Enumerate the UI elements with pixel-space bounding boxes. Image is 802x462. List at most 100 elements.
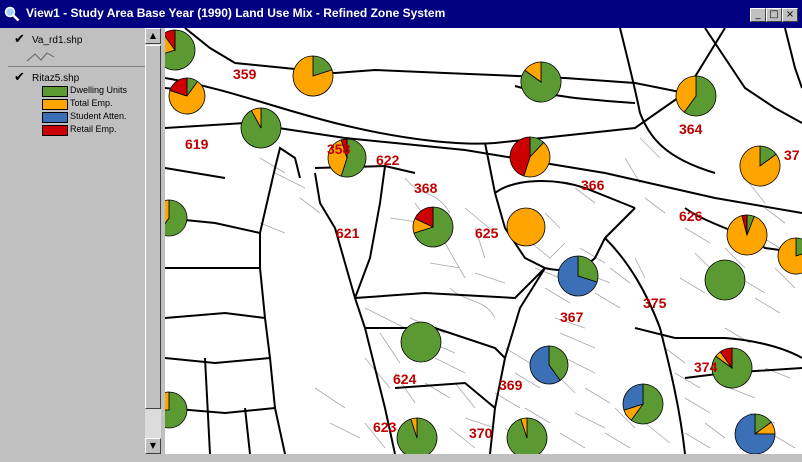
pie-slice — [577, 255, 599, 283]
pie-slice — [557, 255, 598, 297]
pie-slice — [169, 77, 188, 97]
pie-slice — [292, 55, 334, 97]
close-button[interactable]: × — [782, 8, 798, 22]
zone-label: 623 — [373, 419, 397, 435]
pie-slice — [165, 199, 188, 237]
zone-label: 37 — [784, 147, 800, 163]
land-use-pie — [327, 138, 367, 178]
pie-slice — [523, 141, 551, 178]
land-use-pie — [506, 417, 548, 454]
title-bar: View1 - Study Area Base Year (1990) Land… — [0, 0, 802, 28]
land-use-pie — [400, 321, 442, 363]
legend-swatch-retail — [42, 125, 68, 136]
zone-label: 359 — [233, 66, 257, 82]
land-use-pie — [739, 145, 781, 187]
pie-slice — [719, 347, 733, 370]
land-use-pie — [165, 391, 188, 429]
pie-slice — [165, 29, 196, 71]
layer-roads[interactable]: ✔ Va_rd1.shp — [8, 30, 145, 67]
zone-label: 626 — [679, 208, 703, 224]
land-use-pie — [520, 61, 562, 103]
line-symbol-icon — [26, 50, 56, 68]
toc-scrollbar[interactable]: ▲ ▼ — [145, 28, 161, 454]
legend-label: Total Emp. — [70, 98, 113, 108]
zone-label: 367 — [560, 309, 584, 325]
zone-label: 370 — [469, 425, 493, 441]
pie-slice — [524, 61, 542, 83]
pie-slice — [165, 391, 170, 411]
land-use-pie — [711, 347, 753, 389]
pie-slice — [795, 237, 802, 257]
map-view[interactable]: 359 619 358 622 368 366 364 37 621 625 6… — [165, 28, 802, 454]
pie-symbols — [165, 29, 802, 454]
window-title: View1 - Study Area Base Year (1990) Land… — [26, 6, 446, 20]
pie-slice — [165, 35, 176, 54]
legend-label: Student Atten. — [70, 111, 127, 121]
pie-slice — [675, 75, 697, 113]
minimize-button[interactable]: _ — [750, 8, 766, 22]
pie-slice — [506, 207, 546, 247]
pie-slice — [622, 383, 644, 411]
pie-slice — [726, 215, 768, 256]
pie-slice — [509, 136, 531, 177]
land-use-pie — [777, 237, 802, 275]
pie-slice — [529, 345, 561, 385]
land-use-pie — [726, 214, 768, 256]
land-use-pie — [168, 77, 206, 115]
pie-slice — [165, 199, 170, 225]
pie-slice — [734, 413, 776, 454]
land-use-pie — [622, 383, 664, 425]
layer-visibility-checkbox[interactable]: ✔ — [14, 32, 25, 47]
zone-label: 364 — [679, 121, 703, 137]
pie-slice — [396, 417, 438, 454]
land-use-pie — [506, 207, 546, 247]
land-use-pie — [675, 75, 717, 117]
table-of-contents: ✔ Va_rd1.shp ✔ Ritaz5.shp Dwelling Units… — [8, 28, 146, 454]
land-use-pie — [509, 136, 551, 178]
legend-label: Dwelling Units — [70, 85, 128, 95]
layer-name: Ritaz5.shp — [32, 73, 80, 84]
zone-label: 374 — [694, 359, 718, 375]
legend-swatch-dwelling — [42, 86, 68, 97]
land-use-pie — [165, 29, 196, 71]
layer-name: Va_rd1.shp — [32, 35, 83, 46]
pie-slice — [630, 383, 664, 425]
zone-label: 625 — [475, 225, 499, 241]
pie-slice — [250, 107, 262, 129]
zone-label: 624 — [393, 371, 417, 387]
scroll-down-button[interactable]: ▼ — [145, 438, 161, 454]
pie-slice — [704, 259, 746, 301]
maximize-button[interactable]: □ — [766, 8, 782, 22]
legend-swatch-student — [42, 112, 68, 123]
land-use-pie — [529, 345, 569, 385]
pie-slice — [741, 214, 748, 236]
land-use-pie — [240, 107, 282, 149]
land-use-pie — [557, 255, 599, 297]
pie-slice — [520, 417, 528, 439]
land-use-pie — [396, 417, 438, 454]
land-use-pie — [734, 413, 776, 454]
zone-label: 621 — [336, 225, 360, 241]
pie-slice — [414, 206, 434, 228]
zone-label: 619 — [185, 136, 209, 152]
pie-slice — [739, 145, 781, 187]
pie-slice — [327, 139, 348, 177]
layer-zones[interactable]: ✔ Ritaz5.shp Dwelling Units Total Emp. S… — [8, 68, 145, 142]
pie-slice — [506, 417, 548, 454]
zone-label: 368 — [414, 180, 438, 196]
pie-slice — [410, 417, 418, 439]
zone-label: 369 — [499, 377, 523, 393]
scroll-thumb[interactable] — [145, 45, 161, 409]
land-use-pie — [704, 259, 746, 301]
scroll-up-button[interactable]: ▲ — [145, 28, 161, 44]
layer-visibility-checkbox[interactable]: ✔ — [14, 70, 25, 85]
pie-slice — [683, 75, 717, 117]
land-use-pie — [412, 206, 454, 248]
zone-label: 358 — [327, 141, 351, 157]
land-use-pie — [292, 55, 334, 97]
legend-label: Retail Emp. — [70, 124, 117, 134]
pie-slice — [777, 237, 802, 275]
legend-swatch-employment — [42, 99, 68, 110]
pie-slice — [548, 345, 569, 381]
